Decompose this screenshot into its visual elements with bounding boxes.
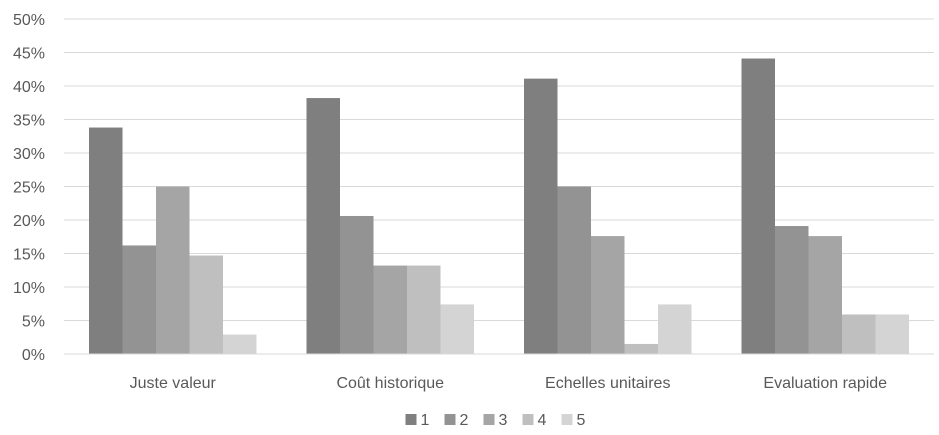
legend-label-1: 1 bbox=[421, 412, 430, 429]
legend-label-4: 4 bbox=[538, 412, 547, 429]
y-axis-ticks: 0% 5% 10% 15% 20% 25% 30% 35% 40% 45% 50% bbox=[13, 12, 45, 364]
bar-5-0 bbox=[223, 334, 257, 354]
legend-swatch-3 bbox=[483, 414, 495, 425]
y-tick-label: 20% bbox=[13, 213, 45, 230]
y-tick-label: 0% bbox=[22, 347, 45, 364]
bar-1-2 bbox=[524, 78, 558, 354]
legend-label-3: 3 bbox=[499, 412, 508, 429]
bar-2-3 bbox=[775, 226, 809, 354]
bar-3-0 bbox=[156, 186, 190, 354]
bar-2-1 bbox=[340, 215, 374, 354]
legend-swatch-4 bbox=[522, 414, 534, 425]
y-tick-label: 50% bbox=[13, 12, 45, 29]
bar-2-0 bbox=[122, 245, 156, 354]
x-axis-categories: Juste valeur Coût historique Echelles unit… bbox=[130, 375, 888, 392]
y-tick-label: 35% bbox=[13, 113, 45, 130]
legend-swatch-2 bbox=[444, 414, 456, 425]
bar-3-1 bbox=[373, 265, 407, 354]
y-tick-label: 5% bbox=[22, 314, 45, 331]
legend-label-5: 5 bbox=[577, 412, 586, 429]
y-tick-label: 30% bbox=[13, 146, 45, 163]
bar-3-2 bbox=[591, 236, 625, 354]
bar-2-2 bbox=[557, 186, 591, 354]
bar-1-0 bbox=[89, 127, 123, 354]
legend-swatch-1 bbox=[405, 414, 417, 425]
x-category-label: Evaluation rapide bbox=[763, 375, 887, 392]
bar-4-1 bbox=[407, 265, 441, 354]
y-tick-label: 45% bbox=[13, 46, 45, 63]
x-category-label: Juste valeur bbox=[130, 375, 217, 392]
bar-5-3 bbox=[875, 314, 909, 354]
x-category-label: Echelles unitaires bbox=[545, 375, 670, 392]
y-tick-label: 15% bbox=[13, 247, 45, 264]
bars bbox=[89, 58, 909, 354]
bar-4-0 bbox=[189, 255, 223, 354]
legend-swatch-5 bbox=[561, 414, 573, 425]
y-tick-label: 25% bbox=[13, 180, 45, 197]
y-tick-label: 40% bbox=[13, 79, 45, 96]
y-tick-label: 10% bbox=[13, 280, 45, 297]
bar-5-2 bbox=[658, 304, 692, 354]
bar-5-1 bbox=[440, 304, 474, 354]
legend: 1 2 3 4 5 bbox=[405, 412, 586, 429]
bar-4-2 bbox=[624, 343, 658, 354]
bar-1-3 bbox=[741, 58, 775, 354]
legend-label-2: 2 bbox=[460, 412, 469, 429]
bar-3-3 bbox=[808, 236, 842, 354]
x-category-label: Coût historique bbox=[336, 375, 444, 392]
bar-4-3 bbox=[842, 314, 876, 354]
bar-1-1 bbox=[306, 98, 340, 354]
